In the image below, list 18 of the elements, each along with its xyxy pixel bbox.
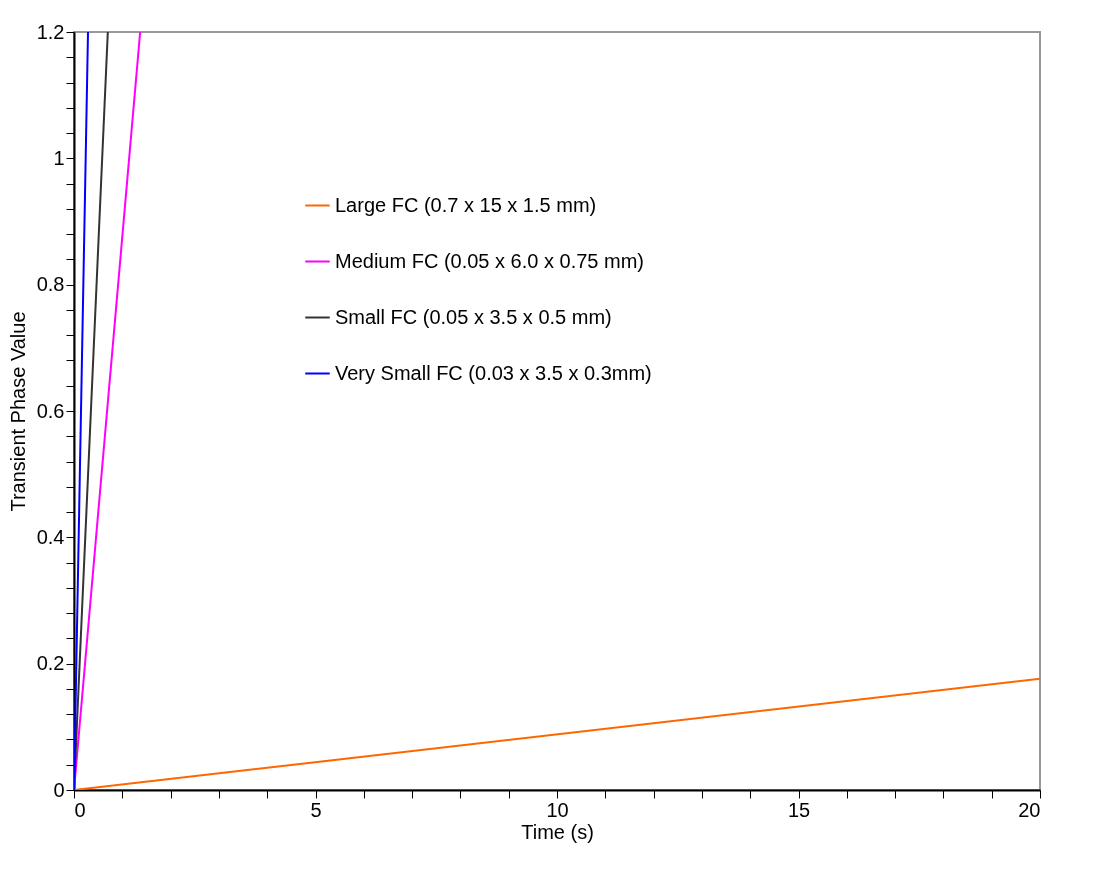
y-tick-label: 1 [53,146,65,169]
y-tick-label: 0.8 [36,273,65,296]
y-tick-label: 0.6 [36,399,65,422]
y-tick-label: 0.2 [36,652,65,675]
y-tick-label: 0 [53,778,65,801]
x-axis-title: Time (s) [521,820,594,843]
x-tick-label: 0 [74,798,86,821]
legend-label: Medium FC (0.05 x 6.0 x 0.75 mm) [335,249,644,272]
x-tick-label: 5 [310,798,322,821]
y-tick-label: 0.4 [36,525,65,548]
y-axis-title: Transient Phase Value [6,311,29,512]
x-tick-label: 10 [546,798,569,821]
legend-label: Large FC (0.7 x 15 x 1.5 mm) [335,193,597,216]
x-tick-label: 15 [787,798,811,821]
x-tick-label: 20 [1018,798,1041,821]
legend-label: Very Small FC (0.03 x 3.5 x 0.3mm) [335,361,652,384]
legend-label: Small FC (0.05 x 3.5 x 0.5 mm) [335,305,612,328]
y-tick-label: 1.2 [36,20,65,43]
